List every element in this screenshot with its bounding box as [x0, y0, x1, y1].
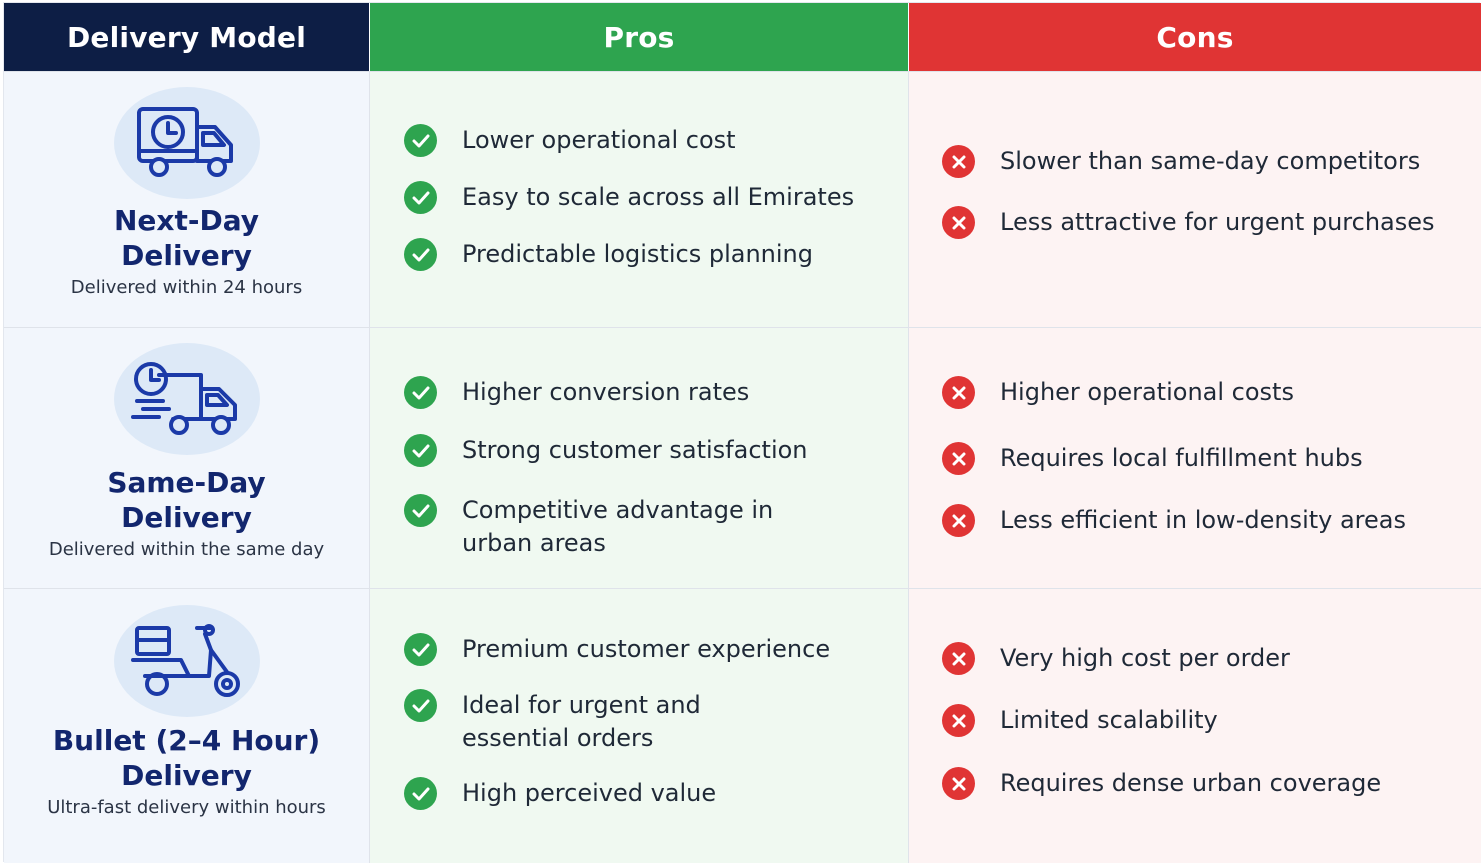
pro-text: High perceived value [462, 779, 717, 807]
cons-cell-same-day: Higher operational costs Requires local … [908, 327, 1481, 588]
model-title-line1: Bullet (2–4 Hour) [52, 724, 321, 757]
model-subtitle: Ultra-fast delivery within hours [47, 797, 326, 818]
header-cons: Cons [908, 3, 1481, 71]
con-item: Higher operational costs [942, 376, 1294, 409]
header-delivery-model: Delivery Model [4, 3, 369, 71]
check-icon [404, 124, 437, 157]
cross-icon [942, 442, 975, 475]
pro-text: Competitive advantage in urban areas [462, 494, 773, 560]
delivery-comparison-table: Delivery Model Pros Cons Next-Day Delive… [3, 2, 1481, 863]
scooter-icon [113, 605, 260, 717]
fast-truck-clock-icon [113, 343, 260, 455]
pros-cell-bullet: Premium customer experience Ideal for ur… [369, 588, 908, 863]
check-icon [404, 633, 437, 666]
pro-text-line1: Ideal for urgent and [462, 691, 701, 719]
pro-item: Lower operational cost [404, 124, 736, 157]
header-pros: Pros [369, 3, 908, 71]
model-title-line2: Delivery [121, 501, 252, 534]
cross-icon [942, 206, 975, 239]
check-icon [404, 689, 437, 722]
cross-icon [942, 504, 975, 537]
check-icon [404, 777, 437, 810]
model-cell-next-day: Next-Day Delivery Delivered within 24 ho… [4, 71, 369, 327]
model-cell-same-day: Same-Day Delivery Delivered within the s… [4, 327, 369, 588]
check-icon [404, 434, 437, 467]
pro-text: Lower operational cost [462, 126, 736, 154]
pros-cell-same-day: Higher conversion rates Strong customer … [369, 327, 908, 588]
model-subtitle: Delivered within 24 hours [70, 277, 303, 298]
pro-text: Predictable logistics planning [462, 240, 813, 268]
cross-icon [942, 642, 975, 675]
pro-text: Strong customer satisfaction [462, 436, 808, 464]
con-text: Higher operational costs [1000, 378, 1294, 406]
con-item: Slower than same-day competitors [942, 145, 1420, 178]
pro-text-line1: Competitive advantage in [462, 496, 774, 524]
cons-cell-bullet: Very high cost per order Limited scalabi… [908, 588, 1481, 863]
con-item: Very high cost per order [942, 642, 1290, 675]
con-text: Less attractive for urgent purchases [1000, 208, 1435, 236]
model-title-line1: Next-Day [113, 204, 260, 237]
model-title-line1: Same-Day [107, 466, 266, 499]
model-title-line2: Delivery [121, 239, 252, 272]
truck-clock-icon [113, 87, 260, 199]
cross-icon [942, 767, 975, 800]
con-text: Less efficient in low-density areas [1000, 506, 1406, 534]
con-item: Requires dense urban coverage [942, 767, 1381, 800]
con-item: Requires local fulfillment hubs [942, 442, 1363, 475]
pro-item: Predictable logistics planning [404, 238, 813, 271]
model-title-line2: Delivery [121, 759, 252, 792]
cross-icon [942, 376, 975, 409]
pros-cell-next-day: Lower operational cost Easy to scale acr… [369, 71, 908, 327]
con-text: Requires dense urban coverage [1000, 769, 1382, 797]
check-icon [404, 238, 437, 271]
pro-item: Competitive advantage in urban areas [404, 494, 773, 560]
con-item: Less efficient in low-density areas [942, 504, 1406, 537]
pro-text: Ideal for urgent and essential orders [462, 689, 701, 755]
pro-item: Easy to scale across all Emirates [404, 181, 854, 214]
pro-text-line2: essential orders [462, 724, 654, 752]
check-icon [404, 181, 437, 214]
model-cell-bullet: Bullet (2–4 Hour) Delivery Ultra-fast de… [4, 588, 369, 863]
pro-item: High perceived value [404, 777, 716, 810]
check-icon [404, 376, 437, 409]
pro-item: Higher conversion rates [404, 376, 749, 409]
con-text: Very high cost per order [1000, 644, 1290, 672]
pro-text-line2: urban areas [462, 529, 606, 557]
con-item: Limited scalability [942, 704, 1218, 737]
pro-text: Premium customer experience [462, 635, 831, 663]
cross-icon [942, 145, 975, 178]
pro-text: Higher conversion rates [462, 378, 750, 406]
pro-item: Strong customer satisfaction [404, 434, 808, 467]
check-icon [404, 494, 437, 527]
cons-cell-next-day: Slower than same-day competitors Less at… [908, 71, 1481, 327]
con-text: Requires local fulfillment hubs [1000, 444, 1363, 472]
pro-text: Easy to scale across all Emirates [462, 183, 855, 211]
con-item: Less attractive for urgent purchases [942, 206, 1435, 239]
model-subtitle: Delivered within the same day [48, 539, 325, 560]
pro-item: Ideal for urgent and essential orders [404, 689, 701, 755]
pro-item: Premium customer experience [404, 633, 830, 666]
con-text: Slower than same-day competitors [1000, 147, 1421, 175]
cross-icon [942, 704, 975, 737]
con-text: Limited scalability [1000, 706, 1218, 734]
